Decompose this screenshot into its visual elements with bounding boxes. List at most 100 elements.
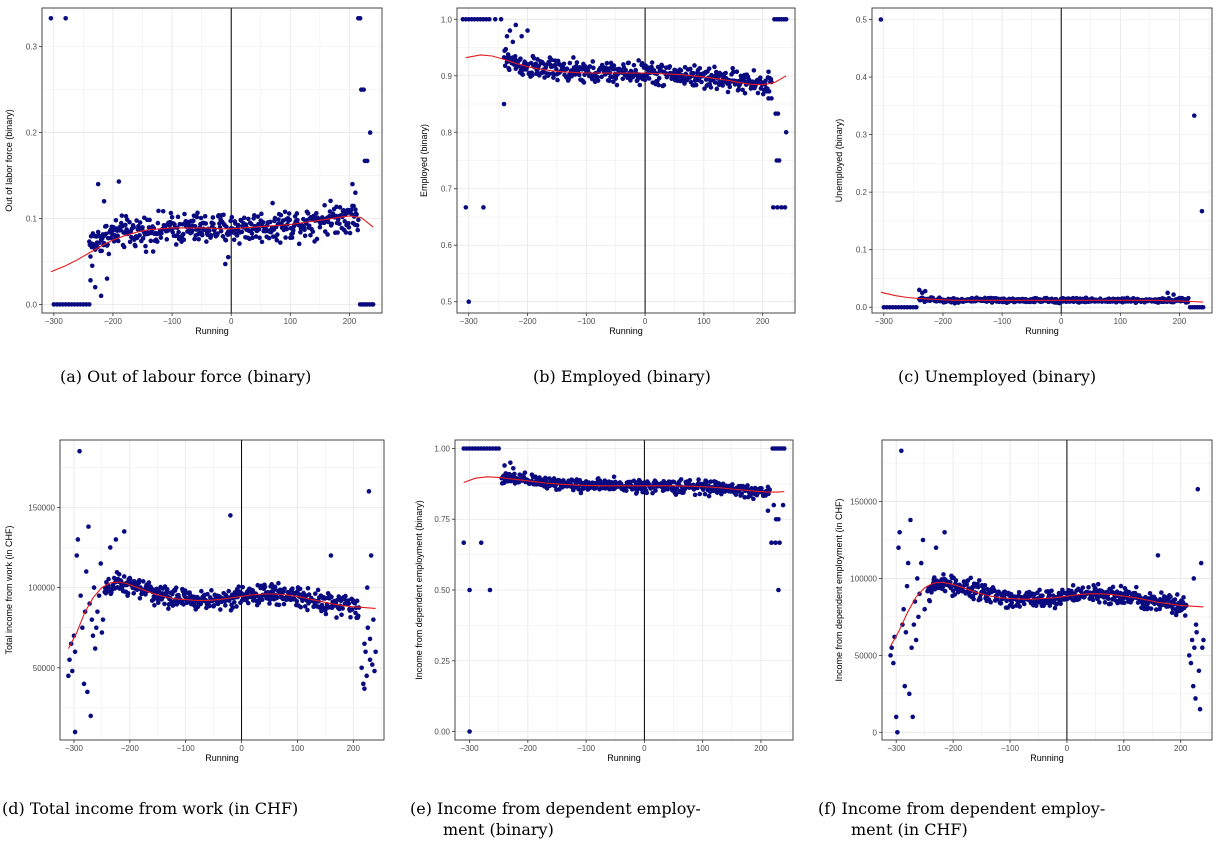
data-point [1199,208,1205,214]
data-point [496,446,502,451]
data-point [312,591,318,597]
x-tick-label: −300 [45,317,64,326]
data-point [507,67,512,73]
data-point [1159,590,1164,595]
data-point [140,225,145,230]
data-point [99,630,105,635]
data-point [363,649,368,655]
data-point [487,587,493,593]
data-point [274,237,280,243]
caption-a: (a) Out of labour force (binary) [60,367,312,386]
data-point [125,591,131,596]
data-point [229,214,235,220]
data-point [671,479,677,485]
data-point [334,204,339,210]
data-point [576,72,582,78]
data-point [243,222,249,228]
data-point [779,205,784,210]
data-point [907,691,912,697]
data-point [758,75,763,80]
data-point [262,584,268,590]
data-point [155,220,161,226]
data-point [231,599,237,605]
data-point [94,625,99,631]
data-point [328,553,334,558]
data-point [1198,560,1204,566]
data-point [498,16,504,22]
data-point [228,218,233,224]
data-point [357,16,363,21]
data-point [220,234,226,239]
data-point [367,130,373,135]
data-point [730,65,735,71]
data-point [176,229,181,235]
x-tick-label: −200 [121,744,140,753]
data-point [1080,585,1086,590]
y-tick-label: 150000 [850,498,877,507]
data-point [290,586,295,591]
x-tick-label: 200 [1174,744,1188,753]
data-point [1148,606,1154,611]
data-point [204,239,209,244]
data-point [88,278,93,283]
data-point [199,588,204,594]
data-point [1189,637,1195,643]
data-point [631,62,637,68]
data-point [348,207,354,213]
data-point [649,60,655,65]
caption-f-line-1: (f) Income from dependent employ- [818,799,1106,818]
data-point [893,714,899,720]
data-point [1186,653,1192,658]
data-point [348,614,353,620]
data-point [776,587,781,593]
fit-curve [890,581,1204,647]
data-point [988,599,993,605]
data-point [240,584,245,590]
data-point [555,77,560,83]
data-point [667,64,673,69]
data-point [173,585,179,591]
data-point [1004,598,1009,604]
data-point [1017,604,1022,609]
data-point [918,560,924,566]
data-point [353,190,358,196]
data-point [85,689,90,695]
data-point [168,210,174,216]
data-point [367,636,373,642]
x-tick-label: 0 [239,744,244,753]
data-point [218,607,223,612]
data-point [1095,581,1101,587]
data-point [687,478,693,483]
data-point [225,254,231,260]
data-point [639,60,645,66]
data-point [215,231,220,236]
data-point [294,598,300,604]
data-point [98,561,104,566]
data-point [502,63,508,69]
data-point [162,601,167,607]
data-point [364,673,369,679]
data-point [256,594,261,599]
data-point [706,66,712,71]
data-point [478,540,484,546]
x-axis-label: Running [195,326,229,336]
data-point [688,66,693,72]
data-point [674,490,679,496]
data-point [236,222,241,228]
caption-f-line-2: ment (in CHF) [851,820,968,839]
data-point [278,212,284,218]
chart-panel-d: −300 −200 −100 0 100 200 50000 100000 150000 Runn… [0,432,395,763]
data-point [942,588,948,594]
y-tick-label: 0.7 [441,185,453,194]
data-point [1134,584,1139,590]
data-point [889,645,894,650]
data-point [159,231,164,236]
y-axis-label: Income from dependent employment (in CHF… [834,498,844,681]
data-point [1188,660,1194,666]
data-point [195,231,201,237]
x-tick-label: 200 [343,317,357,326]
data-point [228,513,233,518]
data-point [276,580,281,586]
data-point [1106,596,1111,602]
data-point [99,248,105,254]
